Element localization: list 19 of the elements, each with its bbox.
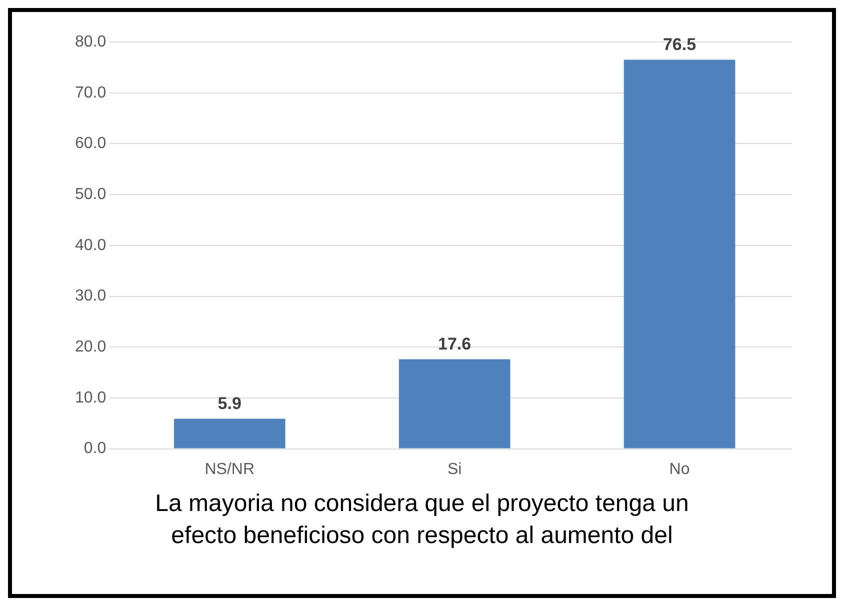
y-tick-label: 0.0 [84, 440, 106, 458]
y-tick-label: 80.0 [75, 33, 106, 50]
bar [398, 359, 510, 448]
x-tick-label: NS/NR [204, 460, 255, 478]
y-tick-label: 20.0 [75, 338, 106, 356]
y-tick-label: 60.0 [75, 135, 106, 152]
y-tick-label: 10.0 [75, 389, 106, 406]
y-tick-label: 30.0 [75, 288, 106, 305]
y-tick-label: 70.0 [75, 84, 106, 102]
text: La mayoria no considera que el proyecto tenga un efecto beneficioso con respecto al aumento del [154, 489, 690, 551]
bar [174, 418, 286, 448]
bar [624, 60, 736, 448]
x-tick-label: Si [447, 460, 462, 478]
data-label: 76.5 [662, 34, 696, 54]
y-tick-label: 50.0 [75, 186, 106, 203]
data-label: 5.9 [218, 394, 242, 413]
y-tick-label: 40.0 [75, 236, 106, 254]
data-label: 17.6 [438, 334, 472, 354]
x-tick-label: No [669, 460, 690, 478]
